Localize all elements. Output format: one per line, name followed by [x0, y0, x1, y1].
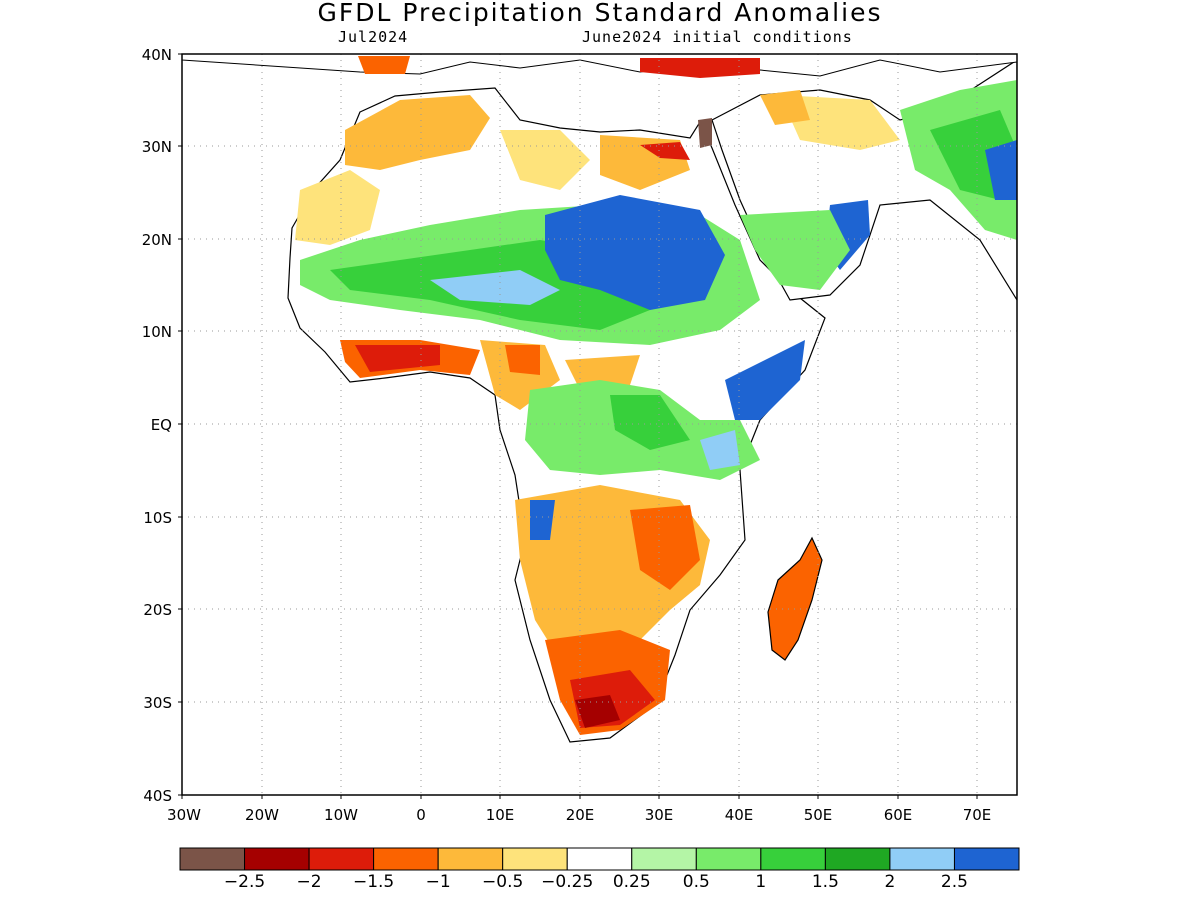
lat-tick-label: 10N — [142, 323, 172, 341]
anomaly-region — [295, 170, 380, 245]
colorbar-label: −1.5 — [352, 872, 395, 892]
anomaly-region — [575, 695, 620, 728]
lat-tick-label: 20S — [143, 601, 172, 619]
anomaly-region — [700, 430, 740, 470]
anomaly-region — [355, 345, 440, 372]
lon-tick-label: 70E — [963, 806, 992, 824]
anomaly-region — [565, 355, 640, 390]
colorbar-swatch — [437, 847, 504, 871]
lat-tick-label: 20N — [142, 231, 172, 249]
colorbar-label: 0.25 — [612, 872, 651, 892]
lon-tick-label: 20E — [566, 806, 595, 824]
anomaly-region — [640, 142, 690, 160]
lon-tick-label: 40E — [725, 806, 754, 824]
anomaly-region — [640, 58, 760, 78]
lon-tick-label: 20W — [245, 806, 279, 824]
longitude-labels: 30W 20W 10W 0 10E 20E 30E 40E 50E 60E 70… — [167, 806, 991, 824]
colorbar-label: 0.5 — [682, 872, 710, 892]
anomaly-blobs — [295, 56, 1017, 735]
europe-coast — [182, 54, 1017, 77]
anomaly-region — [985, 140, 1017, 200]
lon-tick-label: 10W — [324, 806, 358, 824]
colorbar-label: 2 — [884, 872, 896, 892]
anomaly-region — [430, 270, 560, 305]
anomaly-region — [505, 345, 540, 375]
colorbar-swatch — [502, 847, 568, 871]
colorbar-label: −1 — [425, 872, 451, 892]
anomaly-region — [500, 130, 590, 190]
colorbar-label: −0.5 — [482, 872, 524, 892]
lon-tick-label: 30E — [645, 806, 674, 824]
colorbar-label: 1.5 — [811, 872, 839, 892]
anomaly-region — [780, 95, 900, 150]
colorbar-label: −2.5 — [223, 872, 266, 892]
madagascar — [767, 536, 823, 661]
colorbar-swatch — [566, 847, 633, 871]
anomaly-region — [698, 118, 712, 148]
tick-marks — [178, 53, 978, 799]
anomaly-region — [630, 505, 700, 590]
anomaly-region — [760, 90, 810, 125]
lon-tick-label: 30W — [167, 806, 201, 824]
colorbar-swatch — [760, 847, 826, 871]
lon-tick-label: 50E — [804, 806, 833, 824]
lat-tick-label: 40N — [142, 46, 172, 64]
colorbar-swatch — [889, 847, 955, 871]
anomaly-region — [545, 195, 725, 310]
anomaly-region — [610, 395, 690, 450]
colorbar-swatch — [308, 847, 375, 871]
initial-conditions-label: June2024 initial conditions — [582, 28, 853, 46]
colorbar — [179, 847, 1020, 871]
colorbar-label: −2 — [296, 872, 322, 892]
lon-tick-label: 60E — [884, 806, 913, 824]
colorbar-label: 2.5 — [940, 872, 968, 892]
colorbar-label: 1 — [755, 872, 767, 892]
colorbar-swatch — [824, 847, 891, 871]
target-month-label: Jul2024 — [338, 28, 409, 46]
lon-tick-label: 0 — [416, 806, 426, 824]
latitude-labels: 40N 30N 20N 10N EQ 10S 20S 30S 40S — [142, 46, 172, 805]
anomaly-region — [725, 340, 805, 420]
colorbar-label: −0.25 — [541, 872, 594, 892]
lat-tick-label: 30N — [142, 138, 172, 156]
anomaly-field — [182, 54, 1017, 743]
lat-tick-label: 30S — [143, 694, 172, 712]
lat-tick-label: 40S — [143, 787, 172, 805]
anomaly-region — [740, 210, 850, 290]
lon-tick-label: 10E — [486, 806, 515, 824]
colorbar-swatch — [695, 847, 762, 871]
lat-tick-label: EQ — [151, 416, 172, 434]
anomaly-region — [530, 500, 555, 540]
anomaly-region — [358, 56, 410, 74]
colorbar-swatch — [179, 847, 246, 871]
chart-title: GFDL Precipitation Standard Anomalies — [317, 0, 883, 27]
colorbar-swatch — [631, 847, 697, 871]
colorbar-swatch — [953, 847, 1020, 871]
colorbar-swatch — [373, 847, 439, 871]
colorbar-swatch — [244, 847, 310, 871]
anomaly-region — [345, 95, 490, 170]
lat-tick-label: 10S — [143, 509, 172, 527]
